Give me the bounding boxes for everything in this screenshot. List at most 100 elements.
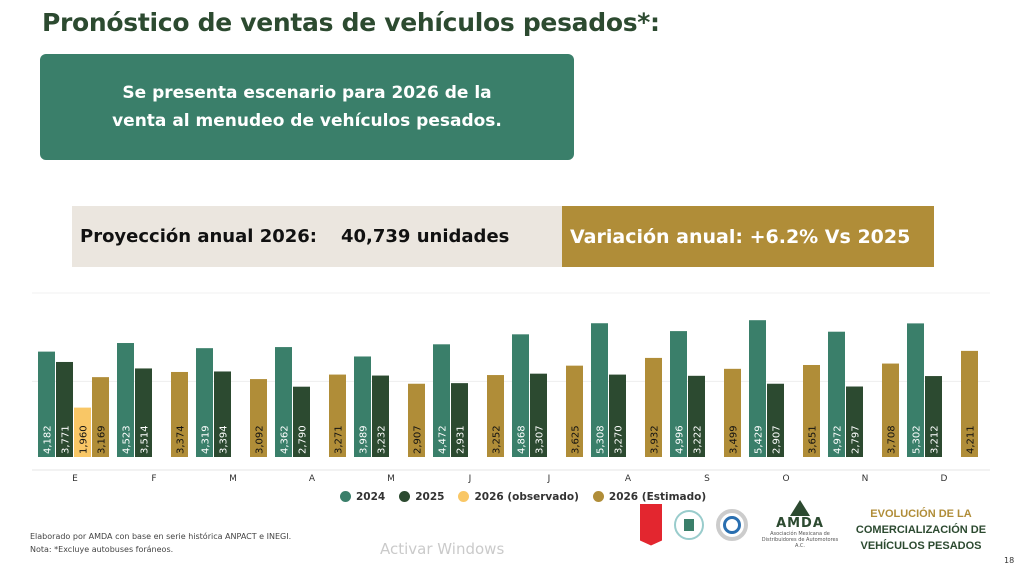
data-label: 4,211 (966, 425, 977, 454)
bar (724, 368, 741, 457)
bar (214, 371, 231, 457)
x-tick-label: M (229, 474, 237, 484)
data-label: 3,374 (176, 425, 187, 454)
data-label: 2,790 (298, 425, 309, 454)
bar (961, 350, 978, 457)
legend-item-2024: 2024 (340, 491, 385, 503)
data-label: 4,996 (675, 425, 686, 454)
x-tick-label: S (704, 474, 710, 484)
amda-wordmark: AMDA (776, 516, 824, 531)
data-label: 3,271 (334, 425, 345, 454)
bar (372, 375, 389, 457)
data-label: 3,514 (140, 425, 151, 454)
bar (803, 364, 820, 457)
legend: 2024 2025 2026 (observado) 2026 (Estimad… (340, 491, 706, 503)
projection-value: 40,739 unidades (341, 226, 510, 247)
bar (925, 376, 942, 457)
data-label: 4,362 (280, 425, 291, 454)
logos: AMDA Asociación Mexicana de Distribuidor… (640, 500, 840, 549)
bar (487, 375, 504, 457)
bar (329, 374, 346, 457)
variation-banner: Variación anual: +6.2% Vs 2025 (562, 206, 934, 267)
data-label: 4,472 (438, 425, 449, 454)
bar (609, 374, 626, 457)
legend-label-2026-estimado: 2026 (Estimado) (608, 491, 707, 503)
data-label: 4,868 (517, 425, 528, 454)
footnotes: Elaborado por AMDA con base en serie his… (30, 530, 291, 556)
legend-swatch-2026-observado (458, 491, 470, 502)
amda-logo: AMDA Asociación Mexicana de Distribuidor… (760, 500, 840, 549)
x-tick-label: M (387, 474, 395, 484)
data-label: 3,169 (97, 425, 108, 454)
legend-label-2025: 2025 (415, 491, 445, 503)
circle-ring-icon (723, 515, 741, 534)
bar (749, 320, 766, 457)
x-tick-label: N (862, 474, 869, 484)
amda-subtitle: Asociación Mexicana de Distribuidores de… (761, 531, 839, 549)
bar (196, 348, 213, 457)
bar (828, 331, 845, 457)
data-label: 4,182 (43, 425, 54, 454)
evolucion-line-2: COMERCIALIZACIÓN DE (855, 524, 987, 536)
projection-label: Proyección anual 2026: (80, 226, 317, 247)
exclusion-note: Nota: *Excluye autobuses foráneos. (30, 545, 174, 554)
projection-banner: Proyección anual 2026: 40,739 unidades (72, 206, 562, 267)
bar (433, 344, 450, 457)
seal-lock-icon (684, 518, 694, 531)
data-label: 3,651 (808, 425, 819, 454)
data-label: 3,932 (650, 425, 661, 454)
gptw-logo (640, 503, 662, 546)
legend-label-2024: 2024 (356, 491, 386, 503)
page-number: 18 (1004, 556, 1015, 565)
seal-logo (674, 509, 704, 540)
bar (92, 377, 109, 457)
amda-mountain-icon (790, 500, 810, 516)
evolucion-line-3: VEHÍCULOS PESADOS (860, 540, 982, 552)
data-label: 3,708 (887, 425, 898, 454)
bar (275, 347, 292, 457)
data-label: 3,989 (359, 425, 370, 454)
bar (688, 375, 705, 457)
data-label: 3,092 (255, 425, 266, 454)
bar (74, 407, 91, 457)
data-label: 2,907 (772, 425, 783, 454)
evolucion-line-1: EVOLUCIÓN DE LA (870, 508, 972, 520)
data-label: 5,429 (754, 425, 765, 454)
bar (530, 373, 547, 457)
source-note: Elaborado por AMDA con base en serie his… (30, 532, 292, 541)
x-tick-label: F (151, 474, 156, 484)
bar (56, 361, 73, 457)
bar (135, 368, 152, 457)
x-tick-label: A (309, 474, 316, 484)
bar (117, 343, 134, 457)
data-label: 4,319 (201, 425, 212, 454)
data-label: 3,252 (492, 425, 503, 454)
page-title: Pronóstico de ventas de vehículos pesado… (42, 8, 660, 37)
data-label: 2,797 (851, 425, 862, 454)
data-label: 3,499 (729, 425, 740, 454)
bar (38, 351, 55, 457)
bar (408, 383, 425, 457)
data-label: 4,523 (122, 425, 133, 454)
bar (767, 383, 784, 457)
legend-swatch-2025 (399, 491, 411, 502)
data-label: 3,222 (693, 425, 704, 454)
data-label: 3,270 (614, 425, 625, 454)
data-label: 5,308 (596, 425, 607, 454)
data-label: 4,972 (833, 425, 844, 454)
bar (566, 365, 583, 457)
bar (293, 386, 310, 457)
data-label: 2,931 (456, 425, 467, 454)
legend-item-2026-observado: 2026 (observado) (458, 491, 579, 503)
data-label: 3,232 (377, 425, 388, 454)
x-tick-label: J (547, 474, 551, 484)
data-label: 3,212 (930, 425, 941, 454)
legend-label-2026-observado: 2026 (observado) (474, 491, 579, 503)
bar (591, 323, 608, 457)
circle-logo (716, 508, 748, 541)
legend-item-2026-estimado: 2026 (Estimado) (592, 491, 707, 503)
legend-swatch-2024 (340, 491, 351, 502)
x-tick-label: A (625, 474, 632, 484)
x-tick-label: D (941, 474, 948, 484)
data-label: 3,394 (219, 425, 230, 454)
